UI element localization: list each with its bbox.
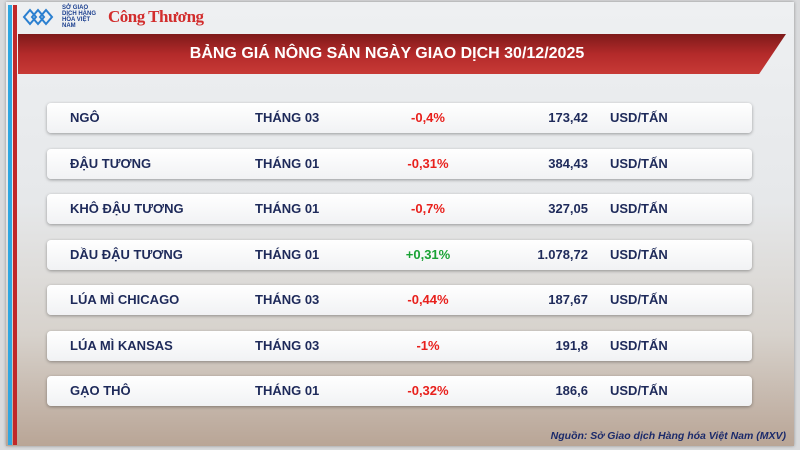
title-banner: BẢNG GIÁ NÔNG SẢN NGÀY GIAO DỊCH 30/12/2… bbox=[18, 34, 786, 74]
contract-month: THÁNG 01 bbox=[255, 201, 320, 216]
price-unit: USD/TẤN bbox=[610, 292, 668, 307]
price-unit: USD/TẤN bbox=[610, 201, 668, 216]
table-row: LÚA MÌ CHICAGO THÁNG 03 -0,44% 187,67 USD/TẤ… bbox=[47, 285, 752, 315]
price-value: 187,67 bbox=[548, 292, 588, 307]
price-change: -0,32% bbox=[407, 383, 449, 398]
price-value: 384,43 bbox=[548, 155, 588, 171]
price-unit: USD/TẤN bbox=[610, 383, 668, 398]
price-value: 173,42 bbox=[548, 110, 588, 125]
contract-month: THÁNG 03 bbox=[255, 110, 320, 125]
contract-month: THÁNG 01 bbox=[255, 383, 320, 398]
table-row: ĐẬU TƯƠNG THÁNG 01 -0,31% 384,43 USD/TẤN bbox=[47, 148, 752, 179]
price-change: +0,31% bbox=[405, 246, 451, 262]
price-value: 1.078,72 bbox=[537, 246, 588, 262]
congthuong-logo: Công Thương bbox=[108, 7, 204, 26]
price-change: -1% bbox=[416, 337, 440, 353]
commodity-name: GẠO THÔ bbox=[70, 383, 131, 398]
contract-month: THÁNG 01 bbox=[255, 246, 320, 262]
price-change: -0,44% bbox=[407, 292, 449, 307]
table-row: GẠO THÔ THÁNG 01 -0,32% 186,6 USD/TẤN bbox=[47, 376, 752, 406]
price-unit: USD/TẤN bbox=[610, 246, 668, 262]
price-value: 327,05 bbox=[548, 201, 588, 216]
decor-stripe-red bbox=[13, 5, 17, 445]
table-row: DẦU ĐẬU TƯƠNG THÁNG 01 +0,31% 1.078,72 USD/T… bbox=[47, 239, 752, 270]
commodity-name: KHÔ ĐẬU TƯƠNG bbox=[70, 201, 184, 216]
contract-month: THÁNG 03 bbox=[255, 337, 320, 353]
table-row: LÚA MÌ KANSAS THÁNG 03 -1% 191,8 USD/TẤN bbox=[47, 330, 752, 361]
price-change: -0,4% bbox=[411, 110, 445, 125]
header-logos: SỞ GIAO DỊCH HÀNG HÓA VIỆT NAM Công Thươ… bbox=[22, 5, 204, 29]
price-value: 186,6 bbox=[555, 383, 588, 398]
price-change: -0,7% bbox=[411, 201, 445, 216]
commodity-name: LÚA MÌ CHICAGO bbox=[70, 292, 180, 307]
page-title: BẢNG GIÁ NÔNG SẢN NGÀY GIAO DỊCH 30/12/2… bbox=[189, 45, 585, 62]
table-row: NGÔ THÁNG 03 -0,4% 173,42 USD/TẤN bbox=[47, 103, 752, 133]
price-unit: USD/TẤN bbox=[610, 155, 668, 171]
price-unit: USD/TẤN bbox=[610, 110, 668, 125]
commodity-name: LÚA MÌ KANSAS bbox=[70, 337, 173, 353]
mxv-logo-text: SỞ GIAO DỊCH HÀNG HÓA VIỆT NAM bbox=[62, 5, 96, 29]
contract-month: THÁNG 01 bbox=[255, 155, 320, 171]
infographic-frame bbox=[6, 2, 794, 446]
commodity-name: ĐẬU TƯƠNG bbox=[70, 155, 152, 171]
price-unit: USD/TẤN bbox=[610, 337, 668, 353]
price-change: -0,31% bbox=[407, 155, 449, 171]
table-row: KHÔ ĐẬU TƯƠNG THÁNG 01 -0,7% 327,05 USD/TẤN bbox=[47, 194, 752, 224]
price-value: 191,8 bbox=[555, 337, 588, 353]
commodity-name: DẦU ĐẬU TƯƠNG bbox=[70, 246, 183, 262]
mxv-logo-icon bbox=[22, 8, 54, 26]
contract-month: THÁNG 03 bbox=[255, 292, 320, 307]
source-note: Nguồn: Sở Giao dịch Hàng hóa Việt Nam (M… bbox=[550, 430, 786, 442]
decor-stripe-blue bbox=[8, 5, 12, 445]
commodity-name: NGÔ bbox=[70, 110, 100, 125]
